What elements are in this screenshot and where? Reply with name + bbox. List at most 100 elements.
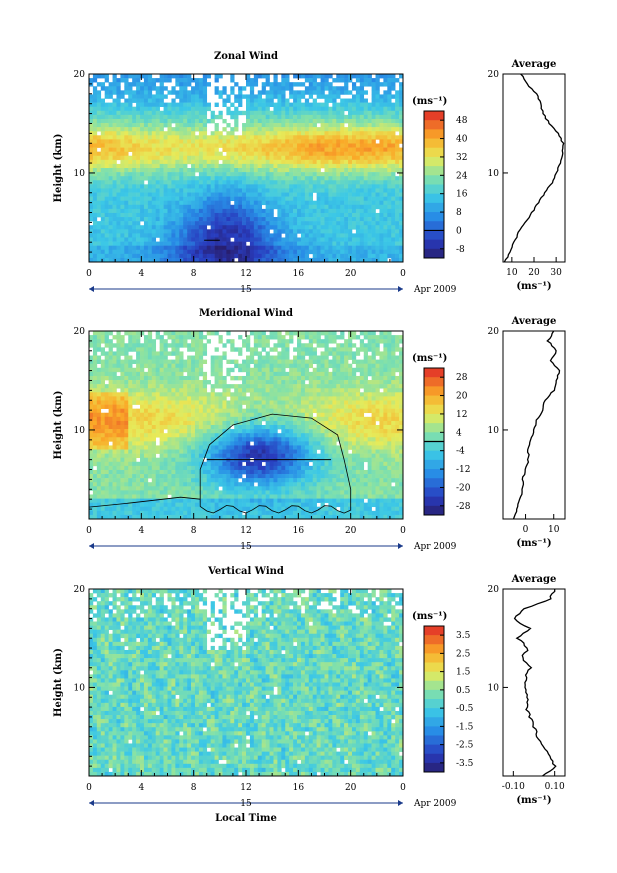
date-label: Apr 2009 (413, 542, 457, 552)
y-axis-label: Height (km) (53, 134, 64, 203)
x-tick-label: 0 (86, 526, 92, 536)
colorbar-tick-label: -28 (456, 502, 471, 512)
y-tick-label: 20 (74, 327, 86, 337)
colorbar-swatch (424, 404, 444, 415)
x-tick-label: 8 (191, 783, 197, 793)
colorbar-tick-label: 28 (456, 373, 468, 383)
colorbar-tick-label: -1.5 (456, 722, 474, 732)
colorbar-swatch (424, 156, 444, 167)
average-frame (502, 588, 566, 777)
x-tick-label: 0 (86, 783, 92, 793)
colorbar-swatch (424, 212, 444, 222)
colorbar-swatch (424, 726, 444, 736)
y-tick-label: 20 (74, 70, 86, 80)
date-arrow-right (398, 543, 403, 549)
colorbar-swatch (424, 377, 444, 387)
colorbar-swatch (424, 708, 444, 718)
colorbar-swatch (424, 138, 444, 149)
colorbar-tick-label: 0.5 (456, 686, 471, 696)
colorbar-frame (423, 110, 445, 259)
colorbar-tick-label: 48 (456, 116, 468, 126)
date-arrow-left (89, 800, 94, 806)
panel-1: Meridional Wind 0 4 8 12 16 20 0 10 20 Height (km)… (53, 308, 566, 552)
panel-title: Zonal Wind (214, 51, 278, 62)
colorbar-swatch (424, 423, 444, 433)
colorbar-tick-label: -4 (456, 447, 465, 457)
colorbar-swatch (424, 699, 444, 709)
panel-title: Vertical Wind (207, 566, 284, 577)
colorbar-swatch (424, 413, 444, 424)
x-axis-label: Local Time (215, 813, 277, 824)
colorbar-swatch (424, 450, 444, 461)
colorbar-swatch (424, 505, 444, 516)
colorbar-swatch (424, 202, 444, 213)
colorbar-swatch (424, 644, 444, 654)
colorbar-swatch (424, 653, 444, 663)
colorbar-unit: (ms⁻¹) (412, 96, 447, 107)
colorbar-tick-label: 32 (456, 153, 467, 163)
x-tick-label: 0 (86, 269, 92, 279)
colorbar-swatch (424, 395, 444, 406)
colorbar-swatch (424, 193, 444, 204)
colorbar-swatch (424, 459, 444, 470)
average-y-tick-label: 20 (488, 327, 500, 337)
colorbar-swatch (424, 662, 444, 673)
colorbar-tick-label: 40 (456, 135, 468, 145)
average-x-tick-label: 0 (523, 525, 529, 535)
heatmap-cells (89, 589, 404, 777)
colorbar-swatch (424, 184, 444, 195)
x-tick-label: 8 (191, 526, 197, 536)
y-tick-label: 10 (74, 169, 86, 179)
x-tick-label: 20 (345, 783, 357, 793)
average-y-tick-label: 20 (488, 585, 500, 595)
colorbar-swatch (424, 735, 444, 746)
average-y-tick-label: 10 (488, 683, 500, 693)
date-arrow-right (398, 286, 403, 292)
colorbar-tick-label: 8 (456, 208, 462, 218)
panel-title: Meridional Wind (199, 308, 293, 319)
y-axis-label: Height (km) (53, 391, 64, 460)
colorbar-swatch (424, 762, 444, 773)
colorbar-swatch (424, 239, 444, 250)
colorbar-tick-label: -12 (456, 465, 471, 475)
colorbar-swatch (424, 147, 444, 158)
colorbar-swatch (424, 626, 444, 636)
average-x-tick-label: 10 (548, 525, 560, 535)
date-day-label: 15 (240, 542, 252, 552)
x-tick-label: 16 (293, 269, 305, 279)
colorbar-swatch (424, 496, 444, 507)
average-title: Average (511, 59, 557, 70)
average-title: Average (511, 574, 557, 585)
average-x-tick-label: 20 (528, 268, 540, 278)
date-label: Apr 2009 (413, 285, 457, 295)
colorbar-swatch (424, 671, 444, 682)
average-x-tick-label: 0.10 (545, 782, 565, 792)
heatmap-cells (89, 331, 404, 520)
x-tick-label: 12 (240, 783, 251, 793)
colorbar-swatch (424, 386, 444, 396)
colorbar-tick-label: -0.5 (456, 704, 474, 714)
x-tick-label: 0 (400, 526, 406, 536)
x-tick-label: 20 (345, 526, 357, 536)
panel-2: Vertical Wind 0 4 8 12 16 20 0 10 20 Height (km) 15… (53, 566, 566, 824)
average-profile-line (513, 589, 557, 777)
x-tick-label: 16 (293, 526, 305, 536)
colorbar-swatch (424, 175, 444, 185)
average-unit: (ms⁻¹) (516, 538, 551, 549)
average-frame (502, 73, 566, 263)
y-axis-label: Height (km) (53, 648, 64, 717)
colorbar-swatch (424, 248, 444, 259)
colorbar-tick-label: 24 (456, 171, 468, 181)
colorbar-tick-label: 4 (456, 428, 462, 438)
x-tick-label: 20 (345, 269, 357, 279)
colorbar-swatch (424, 221, 444, 231)
average-x-tick-label: 10 (506, 268, 518, 278)
colorbar-tick-label: 12 (456, 410, 467, 420)
colorbar-tick-label: -2.5 (456, 741, 474, 751)
colorbar-swatch (424, 368, 444, 378)
date-day-label: 15 (240, 285, 252, 295)
x-tick-label: 16 (293, 783, 305, 793)
colorbar-tick-label: -20 (456, 483, 471, 493)
